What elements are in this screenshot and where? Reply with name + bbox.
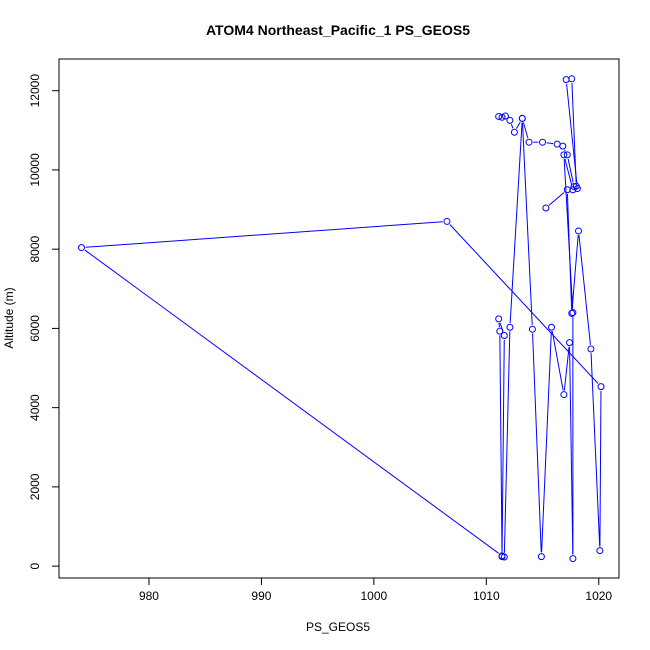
data-point bbox=[77, 244, 85, 252]
data-point bbox=[443, 217, 451, 225]
x-tick-label: 980 bbox=[139, 589, 159, 603]
series-segment bbox=[541, 331, 552, 553]
series-segment bbox=[548, 192, 565, 206]
series-segment bbox=[564, 158, 573, 186]
y-tick-label: 6000 bbox=[28, 315, 42, 342]
data-point bbox=[501, 112, 509, 120]
x-tick-label: 1020 bbox=[585, 589, 612, 603]
series-segment bbox=[510, 124, 514, 129]
series-segment bbox=[569, 346, 574, 555]
series-segment bbox=[449, 224, 599, 384]
data-point bbox=[500, 332, 508, 340]
data-point bbox=[559, 142, 567, 150]
data-point bbox=[510, 128, 518, 136]
x-tick-label: 990 bbox=[251, 589, 271, 603]
series-segment bbox=[516, 121, 521, 129]
data-point bbox=[548, 323, 556, 331]
data-point bbox=[560, 391, 568, 399]
data-point bbox=[597, 383, 605, 391]
y-tick-label: 10000 bbox=[28, 153, 42, 187]
series-segment bbox=[532, 333, 542, 553]
y-axis: 0 2000 4000 6000 8000 10000 12000 bbox=[28, 74, 60, 569]
data-point bbox=[498, 552, 506, 560]
y-tick-label: 4000 bbox=[28, 394, 42, 421]
data-point bbox=[569, 309, 577, 317]
series-segment bbox=[567, 158, 574, 183]
x-tick-label: 1010 bbox=[473, 589, 500, 603]
data-point bbox=[525, 138, 533, 146]
data-series bbox=[77, 75, 605, 563]
data-point bbox=[506, 116, 514, 124]
series-segment bbox=[85, 221, 443, 248]
data-point bbox=[542, 204, 550, 212]
data-point bbox=[495, 315, 503, 323]
data-point bbox=[537, 553, 545, 561]
series-segment bbox=[564, 149, 566, 152]
x-axis: 980 990 1000 1010 1020 bbox=[139, 577, 612, 603]
data-point bbox=[498, 113, 506, 121]
series-segment bbox=[571, 82, 577, 182]
data-point bbox=[566, 339, 574, 347]
series-segment bbox=[563, 346, 570, 391]
series-segment bbox=[590, 353, 601, 547]
data-point bbox=[528, 325, 536, 333]
series-segment bbox=[551, 331, 564, 391]
y-axis-label: Altitude (m) bbox=[2, 287, 16, 348]
data-point bbox=[563, 186, 571, 194]
series-segment bbox=[521, 122, 533, 326]
data-point bbox=[518, 114, 526, 122]
series-segment bbox=[84, 249, 499, 554]
x-tick-label: 1000 bbox=[361, 589, 388, 603]
y-tick-label: 0 bbox=[28, 562, 42, 569]
data-point bbox=[568, 309, 576, 317]
data-point bbox=[568, 75, 576, 83]
y-tick-label: 8000 bbox=[28, 235, 42, 262]
data-point bbox=[569, 555, 577, 563]
series-segment bbox=[571, 235, 579, 310]
data-point bbox=[495, 112, 503, 120]
series-segment bbox=[599, 390, 602, 547]
series-segment bbox=[546, 142, 554, 145]
data-point bbox=[506, 323, 514, 331]
x-axis-label: PS_GEOS5 bbox=[306, 620, 370, 634]
series-segment bbox=[566, 193, 573, 310]
series-segment bbox=[503, 331, 511, 553]
data-point bbox=[587, 345, 595, 353]
series-segment bbox=[499, 335, 503, 553]
series-segment bbox=[578, 235, 591, 345]
data-point bbox=[496, 327, 504, 335]
y-tick-label: 2000 bbox=[28, 473, 42, 500]
data-point bbox=[563, 151, 571, 159]
series-segment bbox=[522, 122, 529, 139]
chart-title: ATOM4 Northeast_Pacific_1 PS_GEOS5 bbox=[206, 22, 470, 38]
data-point bbox=[560, 151, 568, 159]
data-point bbox=[596, 547, 604, 555]
data-point bbox=[575, 227, 583, 235]
series-segment bbox=[501, 339, 505, 552]
y-tick-label: 12000 bbox=[28, 74, 42, 108]
series-segment bbox=[509, 122, 523, 324]
data-point bbox=[539, 138, 547, 146]
